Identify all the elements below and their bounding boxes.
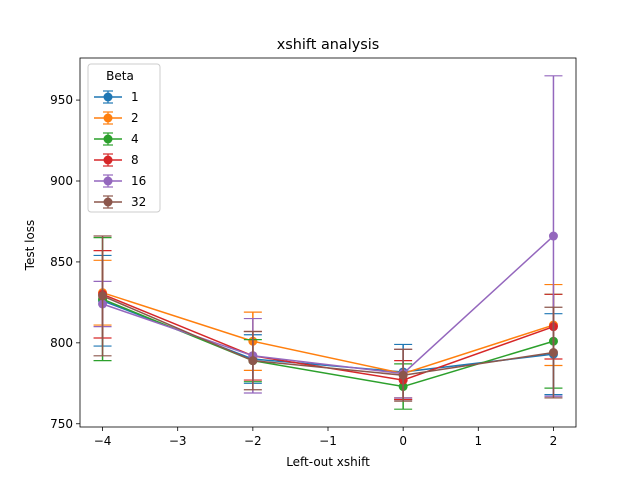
- series-line: [102, 295, 554, 376]
- y-tick-label: 850: [50, 255, 73, 269]
- data-point: [248, 356, 258, 366]
- x-tick-label: 2: [550, 434, 558, 448]
- legend-title: Beta: [106, 69, 134, 83]
- legend-item-16: 16: [94, 174, 146, 188]
- data-point: [548, 348, 558, 358]
- x-tick-label: −4: [94, 434, 112, 448]
- legend-marker: [103, 113, 113, 123]
- legend-marker: [103, 92, 113, 102]
- legend-label: 8: [131, 153, 139, 167]
- y-tick-label: 750: [50, 417, 73, 431]
- y-tick-label: 900: [50, 174, 73, 188]
- legend-label: 32: [131, 195, 146, 209]
- x-tick-label: 0: [399, 434, 407, 448]
- legend-label: 2: [131, 111, 139, 125]
- x-tick-label: 1: [474, 434, 482, 448]
- series-line: [102, 235, 554, 375]
- legend-label: 1: [131, 90, 139, 104]
- series-line: [102, 291, 554, 375]
- y-axis-label: Test loss: [23, 220, 37, 272]
- legend-marker: [103, 176, 113, 186]
- legend-label: 16: [131, 174, 146, 188]
- data-point: [398, 370, 408, 380]
- y-tick-label: 950: [50, 93, 73, 107]
- legend-label: 4: [131, 132, 139, 146]
- x-tick-label: −1: [319, 434, 337, 448]
- data-point: [548, 231, 558, 241]
- x-tick-label: −2: [244, 434, 262, 448]
- legend: Beta 1 2 4 8 16 32: [87, 63, 161, 213]
- x-axis-label: Left-out xshift: [286, 455, 370, 469]
- legend-item-4: 4: [94, 132, 139, 146]
- x-tick-label: −3: [169, 434, 187, 448]
- series-32: [93, 235, 563, 402]
- legend-marker: [103, 197, 113, 207]
- legend-item-8: 8: [94, 153, 139, 167]
- chart-title: xshift analysis: [277, 37, 379, 53]
- plot-area: −4 −3 −2 −1 0 1 2 750 800 850 900 950: [50, 57, 577, 448]
- y-tick-label: 800: [50, 336, 73, 350]
- legend-item-2: 2: [94, 111, 139, 125]
- legend-marker: [103, 134, 113, 144]
- legend-box: [87, 63, 161, 213]
- legend-marker: [103, 155, 113, 165]
- legend-item-1: 1: [94, 90, 139, 104]
- legend-item-32: 32: [94, 195, 146, 209]
- data-point: [98, 291, 108, 301]
